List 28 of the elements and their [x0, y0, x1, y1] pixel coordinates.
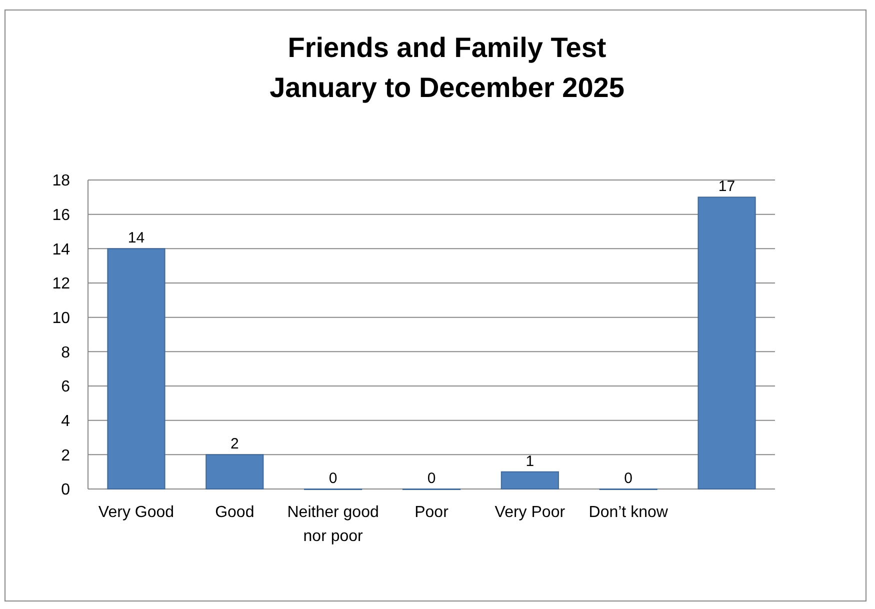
y-tick-label: 0	[61, 482, 70, 499]
y-tick-label: 2	[61, 447, 70, 464]
x-tick-label: Poor	[414, 504, 450, 521]
data-label: 17	[718, 178, 736, 196]
x-tick-label: Very Poor	[494, 504, 566, 521]
y-tick-label: 12	[52, 276, 70, 293]
x-tick-label: Good	[215, 504, 254, 521]
bar	[698, 196, 756, 490]
data-label: 0	[624, 470, 633, 487]
x-tick-label: Neither good nor poor	[287, 504, 379, 545]
data-label: 0	[427, 470, 436, 487]
y-tick-label: 8	[61, 344, 70, 362]
data-label: 0	[328, 470, 338, 487]
y-tick-label: 6	[61, 378, 70, 396]
y-tick-label: 16	[52, 206, 70, 224]
data-label: 14	[128, 230, 145, 247]
y-tick-label: 10	[52, 310, 70, 327]
bar	[500, 471, 559, 490]
x-tick-label: Don’t know	[588, 504, 668, 521]
y-tick-label: 4	[61, 412, 70, 430]
chart-title: Friends and Family Test January to December 2025	[270, 32, 624, 103]
data-label: 1	[526, 452, 534, 470]
x-tick-label: Very Good	[98, 504, 174, 521]
bar	[206, 454, 264, 490]
y-tick-label: 18	[52, 172, 70, 190]
data-label: 2	[230, 436, 239, 453]
bar	[107, 248, 166, 490]
y-tick-label: 14	[52, 241, 70, 258]
